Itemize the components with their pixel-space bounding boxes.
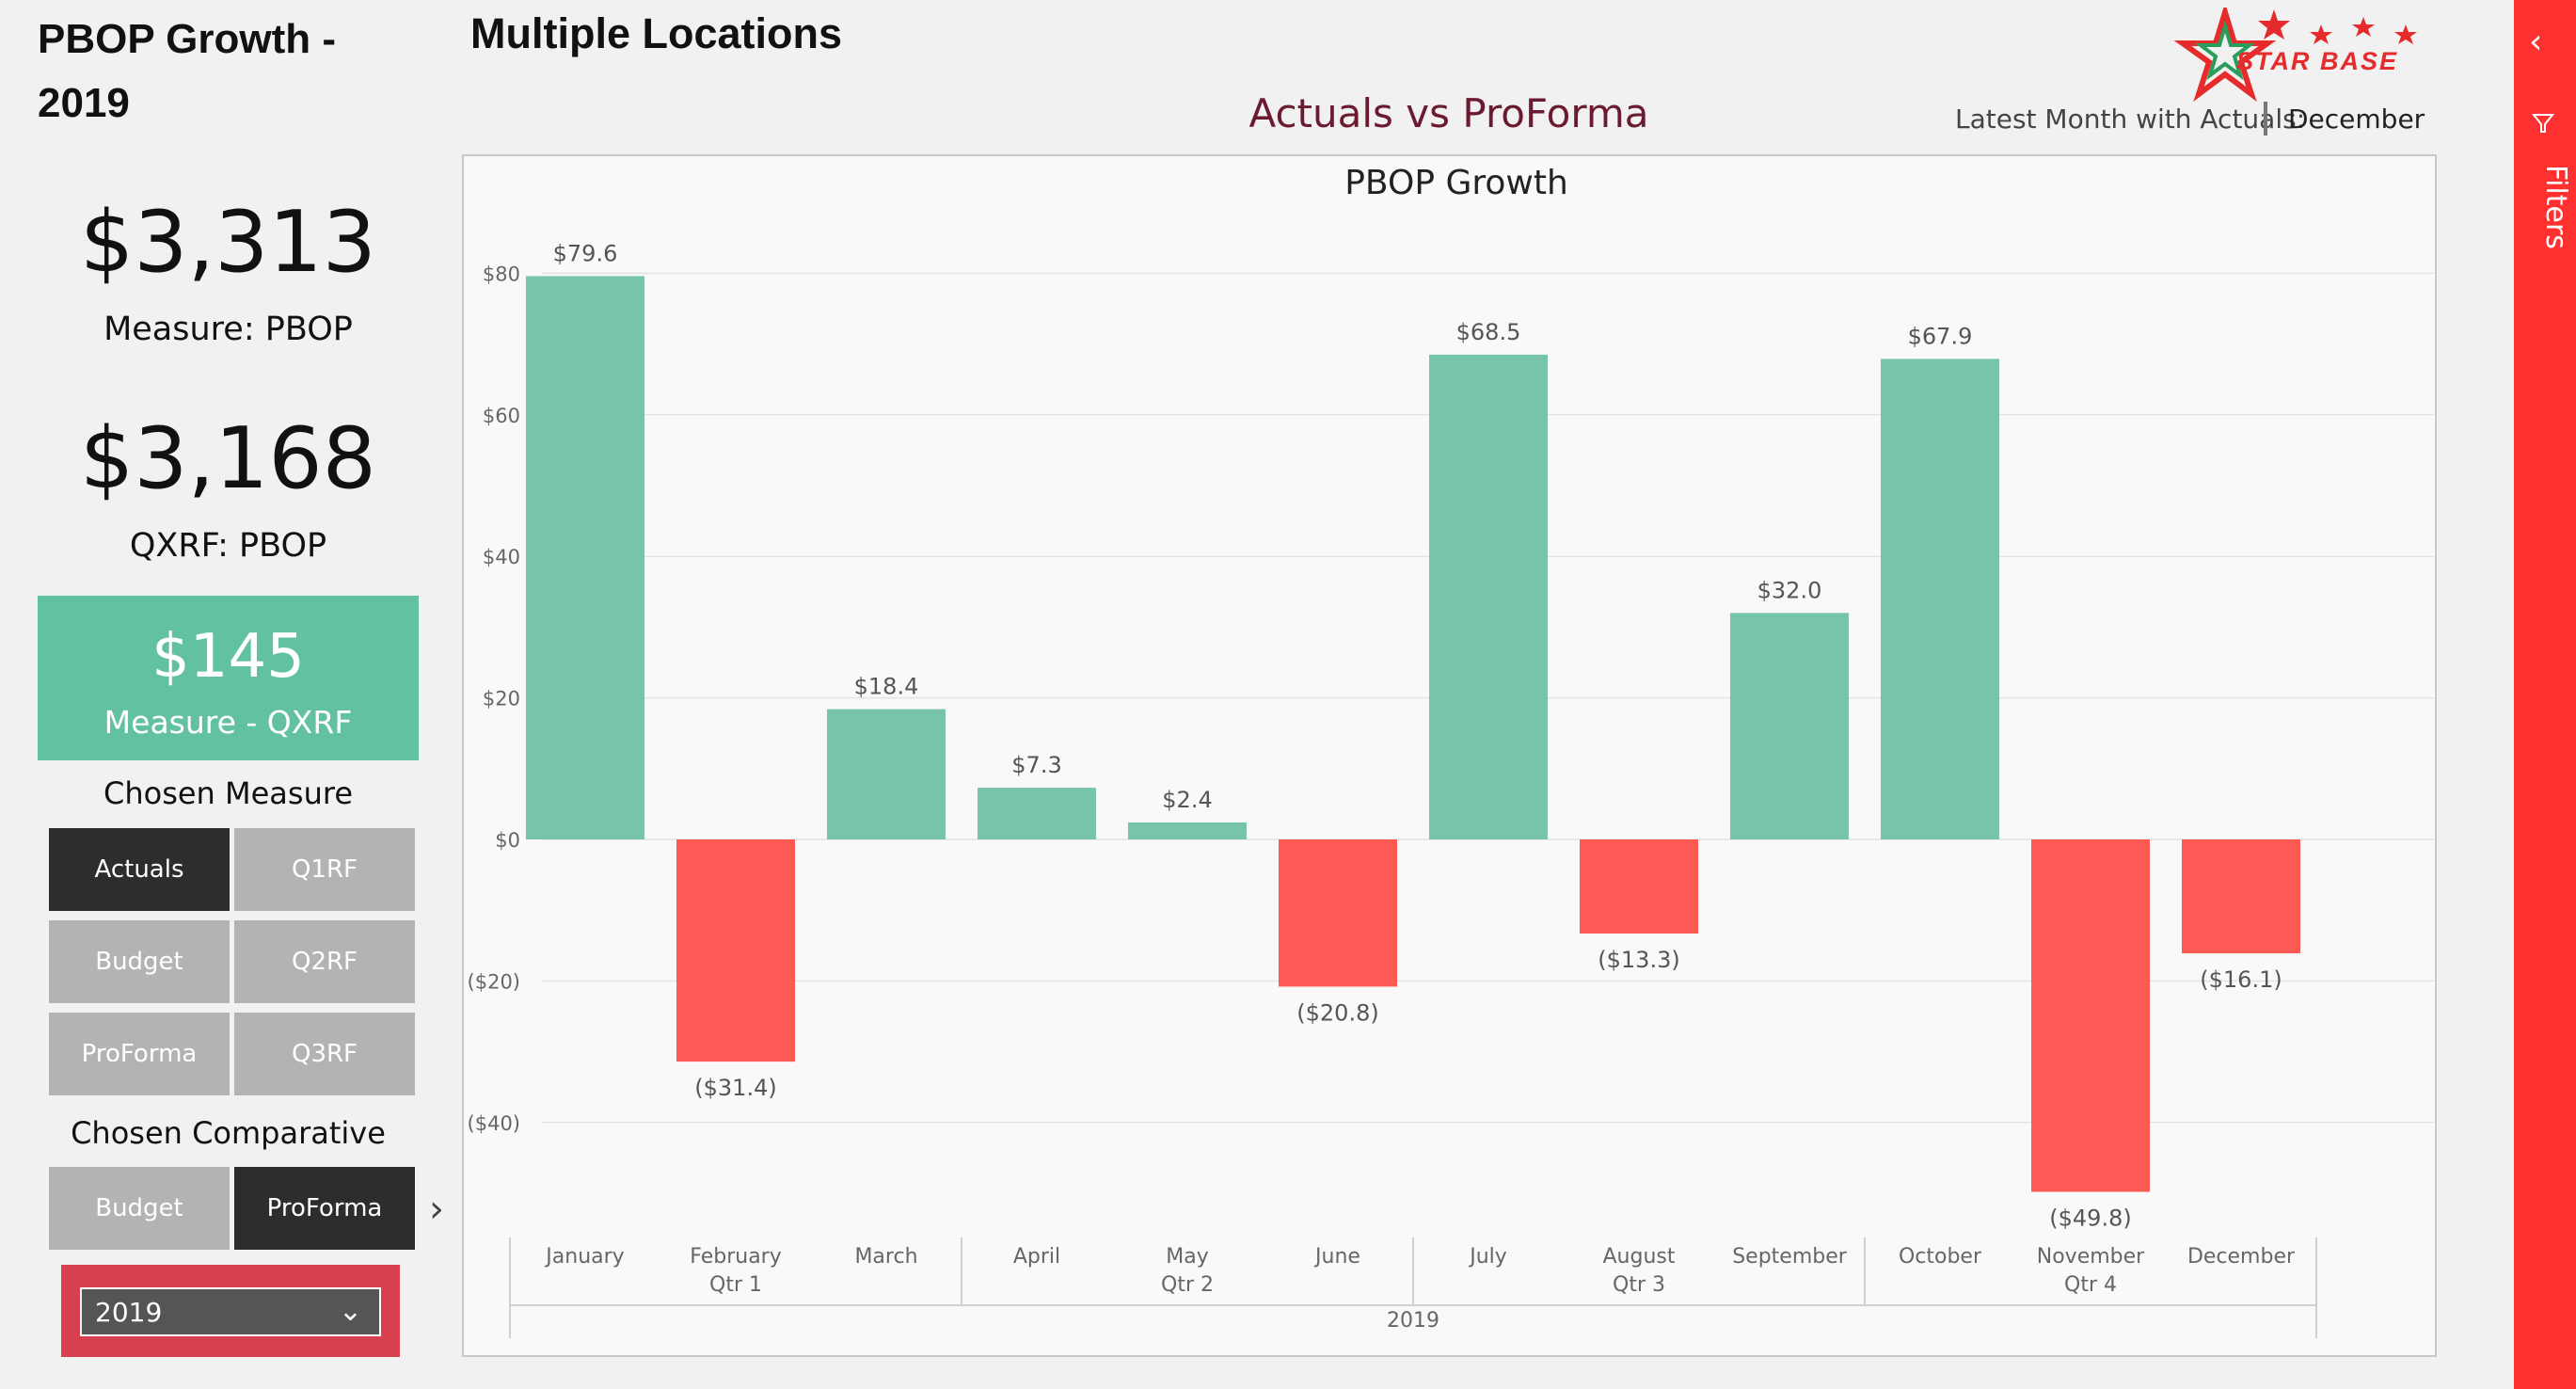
x-tick-label: April xyxy=(1013,1245,1060,1269)
data-label: $18.4 xyxy=(854,674,919,700)
measure-button-q3rf[interactable]: Q3RF xyxy=(234,1013,415,1095)
data-label: ($31.4) xyxy=(694,1075,776,1101)
latest-month-value[interactable]: December xyxy=(2288,104,2425,135)
bar-november xyxy=(2031,839,2150,1192)
data-label: $7.3 xyxy=(1011,752,1061,778)
data-label: $2.4 xyxy=(1162,787,1212,813)
quarter-label: Qtr 4 xyxy=(2064,1273,2117,1297)
bar-april xyxy=(978,788,1096,839)
page-title: PBOP Growth - 2019 xyxy=(38,16,336,126)
measure-button-proforma[interactable]: ProForma xyxy=(49,1013,230,1095)
chosen-measure-label: Chosen Measure xyxy=(103,775,353,811)
data-label: $68.5 xyxy=(1456,319,1521,345)
x-tick-label: March xyxy=(854,1245,917,1269)
chevron-down-icon: ⌄ xyxy=(338,1295,362,1328)
data-label: ($20.8) xyxy=(1296,999,1378,1026)
year-value: 2019 xyxy=(95,1296,163,1328)
data-label: $67.9 xyxy=(1908,323,1973,349)
y-tick-label: $80 xyxy=(483,263,520,285)
measure-button-budget[interactable]: Budget xyxy=(49,920,230,1003)
data-label: $32.0 xyxy=(1757,577,1822,603)
year-axis-label: 2019 xyxy=(1387,1309,1439,1333)
bar-march xyxy=(827,709,946,839)
x-tick-label: May xyxy=(1166,1245,1208,1269)
compare-label: QXRF: PBOP xyxy=(129,527,327,565)
quarter-label: Qtr 1 xyxy=(709,1273,762,1297)
measure-button-q2rf[interactable]: Q2RF xyxy=(234,920,415,1003)
variance-label: Measure - QXRF xyxy=(103,704,353,741)
latest-month-label: Latest Month with Actuals: xyxy=(1955,104,2306,135)
bar-may xyxy=(1128,822,1247,839)
latest-month-divider xyxy=(2264,102,2267,136)
x-tick-label: January xyxy=(544,1245,624,1269)
data-label: ($13.3) xyxy=(1598,947,1679,973)
chart-heading: Actuals vs ProForma xyxy=(1248,90,1649,136)
compare-value: $3,168 xyxy=(80,409,376,508)
bar-february xyxy=(676,839,795,1062)
x-tick-label: December xyxy=(2187,1245,2296,1269)
y-tick-label: ($20) xyxy=(468,970,520,993)
y-tick-label: $60 xyxy=(483,405,520,427)
chart-frame: PBOP Growth $80 $60 $40 $20 $0 ($20) ($40) $79.6… xyxy=(462,154,2437,1357)
collapse-pane-icon[interactable]: ‹ xyxy=(2529,23,2543,61)
bar-july xyxy=(1429,354,1548,839)
measure-label: Measure: PBOP xyxy=(103,311,353,348)
variance-card: $145 Measure - QXRF xyxy=(38,596,419,760)
x-tick-label: November xyxy=(2037,1245,2145,1269)
logo-text: STAR BASE xyxy=(2236,47,2398,75)
filters-pane[interactable] xyxy=(2514,0,2576,1389)
measure-button-actuals[interactable]: Actuals xyxy=(49,828,230,911)
quarter-label: Qtr 3 xyxy=(1613,1273,1665,1297)
measure-value: $3,313 xyxy=(80,193,376,292)
bar-october xyxy=(1881,359,1999,839)
y-tick-label: $40 xyxy=(483,546,520,568)
y-tick-label: $0 xyxy=(495,829,520,852)
year-dropdown[interactable]: 2019 ⌄ xyxy=(80,1287,381,1336)
chevron-right-icon[interactable]: › xyxy=(429,1188,444,1231)
pbop-growth-chart: PBOP Growth $80 $60 $40 $20 $0 ($20) ($40) $79.6… xyxy=(468,164,2434,1338)
bar-june xyxy=(1279,839,1397,987)
filters-label[interactable]: Filters xyxy=(2539,165,2572,249)
star-base-logo: STAR BASE xyxy=(2173,8,2417,102)
measure-button-q1rf[interactable]: Q1RF xyxy=(234,828,415,911)
comparative-button-proforma[interactable]: ProForma xyxy=(234,1167,415,1250)
x-tick-label: February xyxy=(690,1245,782,1269)
main-title: Multiple Locations xyxy=(470,9,843,57)
data-label: $79.6 xyxy=(553,240,618,266)
x-tick-label: August xyxy=(1603,1245,1676,1269)
variance-value: $145 xyxy=(151,622,305,692)
y-tick-label: $20 xyxy=(483,688,520,710)
y-tick-label: ($40) xyxy=(468,1112,520,1135)
data-label: ($49.8) xyxy=(2049,1205,2131,1231)
x-tick-label: June xyxy=(1313,1245,1360,1269)
bar-december xyxy=(2182,839,2300,954)
x-tick-label: October xyxy=(1899,1245,1982,1269)
chart-title: PBOP Growth xyxy=(1344,164,1568,202)
bar-january xyxy=(526,276,644,840)
bar-august xyxy=(1580,839,1698,934)
data-label: ($16.1) xyxy=(2200,966,2282,993)
filter-icon xyxy=(2531,114,2555,133)
chosen-comparative-label: Chosen Comparative xyxy=(71,1115,386,1151)
x-tick-label: July xyxy=(1468,1245,1507,1269)
comparative-button-budget[interactable]: Budget xyxy=(49,1167,230,1250)
quarter-label: Qtr 2 xyxy=(1161,1273,1214,1297)
x-tick-label: September xyxy=(1732,1245,1848,1269)
year-slicer: 2019 ⌄ xyxy=(61,1265,400,1357)
bar-september xyxy=(1730,613,1849,839)
